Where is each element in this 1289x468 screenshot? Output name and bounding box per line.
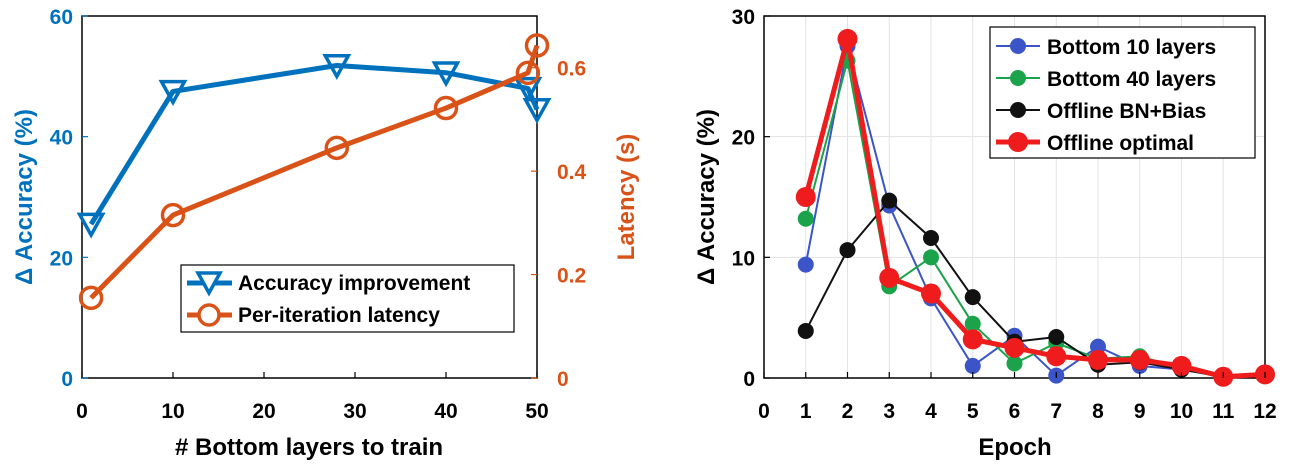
right-legend-box <box>989 26 1256 159</box>
right-x-tick-label: 8 <box>1092 400 1104 423</box>
left-y-tick-label: 0 <box>61 368 73 391</box>
legend-marker-1 <box>1010 70 1026 86</box>
left-y2-tick-label: 0.4 <box>557 161 587 184</box>
right-data-point <box>797 322 814 339</box>
right-data-point <box>964 357 981 374</box>
left-x-tick-label: 20 <box>252 400 275 423</box>
right-data-point <box>962 329 983 350</box>
legend-marker-3 <box>1008 132 1028 152</box>
left-series-line-1 <box>89 44 540 300</box>
right-x-tick-label: 3 <box>883 400 895 423</box>
left-tick-layer: 0 10 20 30 40 50 0 20 40 60 0 0.2 0.4 0.6 <box>50 6 587 423</box>
right-x-tick-label: 2 <box>842 400 854 423</box>
left-legend: Accuracy improvement Per-iteration laten… <box>180 264 515 333</box>
right-legend: Bottom 10 layers Bottom 40 layers Offline … <box>989 26 1256 159</box>
left-y2-tick-label: 0 <box>557 368 569 391</box>
right-y-tick-label: 20 <box>732 127 755 150</box>
left-data-point <box>524 33 550 58</box>
left-x-tick-label: 10 <box>161 400 184 423</box>
legend-label-accuracy: Accuracy improvement <box>238 272 470 295</box>
right-data-point <box>1171 355 1192 376</box>
right-data-point <box>795 187 816 207</box>
left-data-point <box>76 212 106 239</box>
legend-label-2: Offline BN+Bias <box>1047 100 1206 123</box>
left-x-tick-label: 0 <box>76 400 88 423</box>
right-x-tick-label: 7 <box>1050 400 1062 423</box>
right-data-point <box>1006 355 1023 372</box>
right-series-layer <box>795 28 1275 387</box>
right-data-point <box>1046 346 1067 367</box>
right-y-tick-label: 0 <box>743 368 755 391</box>
left-data-point <box>158 79 188 106</box>
left-y2-tick-label: 0.2 <box>557 265 586 288</box>
right-data-point <box>797 256 814 273</box>
right-y-tick-label: 30 <box>732 6 755 29</box>
left-x-tick-label: 30 <box>343 400 366 423</box>
left-series-line-0 <box>88 62 540 226</box>
left-y-tick-label: 40 <box>50 127 73 150</box>
legend-marker-2 <box>1010 102 1026 118</box>
left-data-point <box>324 135 350 161</box>
left-data-point <box>78 285 104 311</box>
left-data-point <box>431 61 461 88</box>
right-data-point <box>879 267 900 288</box>
right-data-point <box>797 210 814 227</box>
legend-label-0: Bottom 10 layers <box>1047 36 1216 59</box>
left-y2-tick-label: 0.6 <box>557 58 586 81</box>
legend-marker-0 <box>1010 38 1026 54</box>
left-x-axis-label: # Bottom layers to train <box>175 434 443 461</box>
right-data-point <box>921 283 941 304</box>
right-x-tick-label: 1 <box>800 400 812 423</box>
right-data-point <box>1090 338 1106 355</box>
legend-marker-latency <box>197 303 221 327</box>
legend-marker-accuracy <box>195 271 223 297</box>
left-legend-box <box>180 264 515 333</box>
left-y-tick-label: 60 <box>50 6 73 29</box>
right-data-point <box>839 242 856 259</box>
left-y2-axis-label: Latency (s) <box>613 134 640 261</box>
right-x-tick-label: 12 <box>1253 400 1276 423</box>
legend-label-1: Bottom 40 layers <box>1047 68 1216 91</box>
left-data-point <box>160 202 186 228</box>
left-data-point <box>522 97 552 125</box>
right-data-point <box>1088 349 1108 370</box>
right-data-point <box>881 192 898 209</box>
right-x-tick-label: 9 <box>1134 400 1146 423</box>
right-x-tick-label: 4 <box>925 400 937 423</box>
right-x-tick-label: 10 <box>1170 400 1193 423</box>
legend-label-latency: Per-iteration latency <box>238 304 440 327</box>
right-x-axis-label: Epoch <box>978 434 1051 461</box>
right-data-point <box>1129 349 1150 370</box>
left-series-layer <box>76 33 552 311</box>
right-data-point <box>964 315 981 332</box>
left-x-tick-label: 50 <box>525 400 548 423</box>
right-x-tick-label: 11 <box>1212 400 1235 423</box>
right-data-point <box>923 249 939 266</box>
right-x-tick-label: 6 <box>1009 400 1021 423</box>
right-y-axis-label: Δ Accuracy (%) <box>693 109 720 285</box>
right-y-tick-label: 10 <box>732 247 755 270</box>
right-data-point <box>1004 337 1025 358</box>
left-data-point <box>513 76 543 103</box>
right-x-tick-label: 0 <box>758 400 770 423</box>
left-chart: 0 10 20 30 40 50 0 20 40 60 0 0.2 0.4 0.6 # Bottom la… <box>11 6 640 461</box>
right-x-tick-label: 5 <box>967 400 979 423</box>
left-data-point <box>322 53 352 81</box>
right-data-point <box>923 230 939 247</box>
right-data-point <box>964 289 981 306</box>
right-data-point <box>1048 328 1065 345</box>
left-data-point <box>515 60 541 86</box>
left-y-axis-label: Δ Accuracy (%) <box>11 109 38 285</box>
right-data-point <box>837 28 858 49</box>
left-y-tick-label: 20 <box>50 247 73 270</box>
left-data-point <box>433 95 459 121</box>
legend-label-3: Offline optimal <box>1047 132 1194 155</box>
left-x-tick-label: 40 <box>434 400 457 423</box>
